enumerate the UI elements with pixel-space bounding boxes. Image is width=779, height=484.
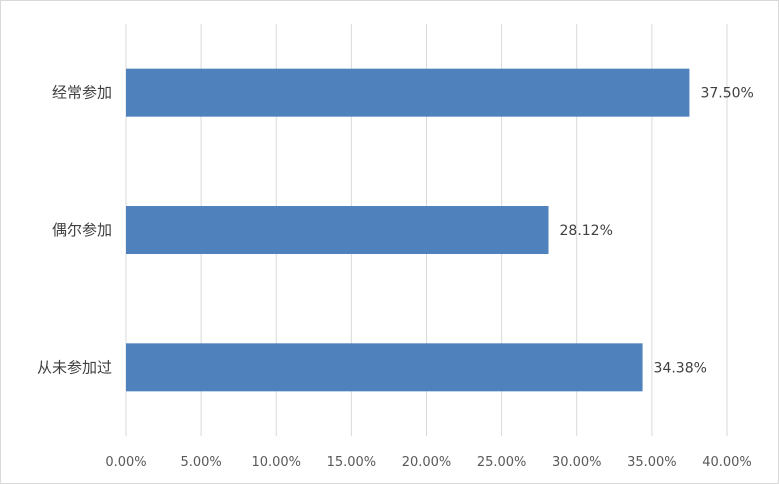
data-labels: 37.50% 28.12% 34.38% <box>560 86 754 377</box>
x-tick-label: 40.00% <box>702 455 752 470</box>
bar <box>126 68 690 117</box>
data-label: 37.50% <box>700 86 753 102</box>
x-axis-ticks: 0.00% 5.00% 10.00% 15.00% 20.00% 25.00% 30.00%… <box>105 455 751 470</box>
x-tick-label: 10.00% <box>251 455 301 470</box>
x-tick-label: 20.00% <box>402 455 452 470</box>
bar <box>126 206 549 254</box>
x-tick-label: 0.00% <box>105 455 146 470</box>
x-tick-label: 5.00% <box>180 455 221 470</box>
category-label: 从未参加过 <box>37 358 112 376</box>
data-label: 28.12% <box>560 223 613 239</box>
bars <box>126 68 690 392</box>
x-tick-label: 35.00% <box>627 455 677 470</box>
x-tick-label: 30.00% <box>552 455 602 470</box>
x-tick-label: 15.00% <box>327 455 377 470</box>
category-label: 经常参加 <box>52 84 112 102</box>
data-label: 34.38% <box>654 360 707 376</box>
bar <box>126 343 643 392</box>
x-tick-label: 25.00% <box>477 455 527 470</box>
category-label: 偶尔参加 <box>52 221 112 239</box>
